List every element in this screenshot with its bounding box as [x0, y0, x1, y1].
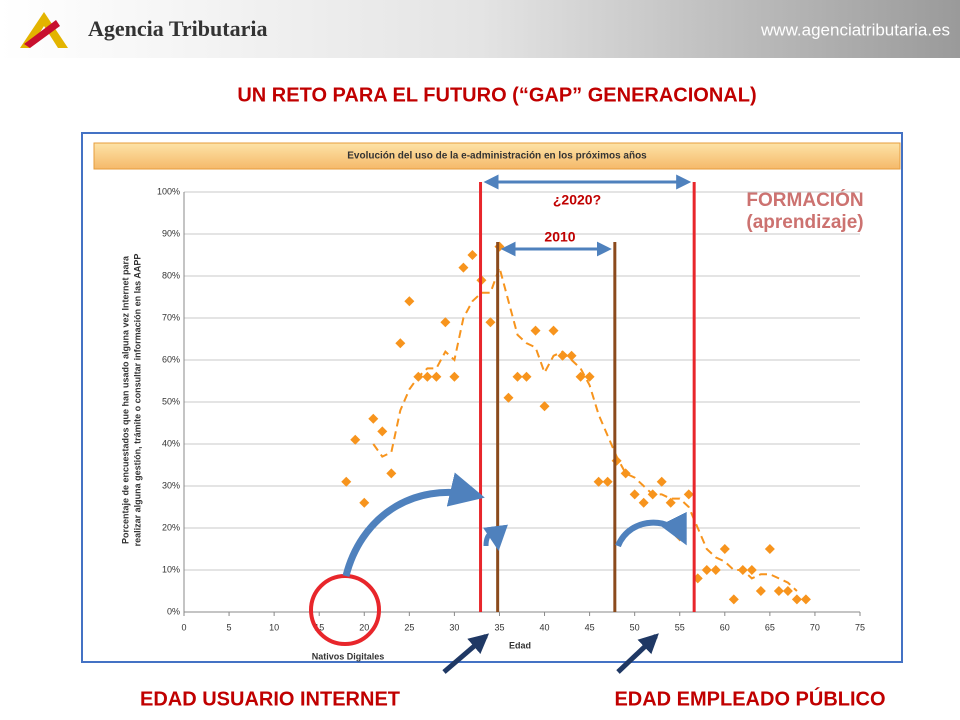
point	[395, 338, 406, 349]
point	[656, 476, 667, 487]
y-tick-label: 40%	[162, 438, 180, 448]
x-tick-label: 70	[810, 622, 820, 632]
y-axis-label: Porcentaje de encuestados que han usado …	[120, 255, 130, 544]
point	[584, 371, 595, 382]
x-tick-label: 30	[449, 622, 459, 632]
point	[539, 401, 550, 412]
x-tick-label: 75	[855, 622, 865, 632]
y-tick-label: 70%	[162, 312, 180, 322]
point	[341, 476, 352, 487]
point	[467, 250, 478, 260]
x-tick-label: 35	[494, 622, 504, 632]
point	[530, 325, 541, 336]
point	[710, 565, 721, 575]
curved-arrow	[483, 524, 508, 551]
chart-title: Evolución del uso de la e-administración…	[347, 151, 647, 162]
chart-title-box	[93, 142, 901, 170]
point	[485, 317, 496, 328]
x-tick-label: 25	[404, 622, 414, 632]
slide-title: UN RETO PARA EL FUTURO (“GAP” GENERACION…	[237, 84, 756, 106]
plot: 0% 10% 20% 30% 40% 50% 60% 70% 80% 90% 100% 0 5 10 15 2…	[157, 174, 865, 632]
point	[629, 489, 640, 500]
annotation: (aprendizaje)	[746, 212, 863, 233]
point	[728, 594, 739, 605]
point	[800, 594, 811, 605]
point	[782, 586, 793, 596]
y-axis-label: realizar alguna gestión, trámite o consu…	[132, 254, 142, 547]
point	[548, 325, 559, 336]
point	[593, 476, 604, 487]
point	[368, 413, 379, 424]
annotation: FORMACIÓN	[746, 189, 863, 211]
y-tick-label: 60%	[162, 354, 180, 364]
point	[746, 565, 757, 575]
point	[386, 468, 397, 479]
point	[512, 371, 523, 382]
pointer-arrow	[616, 633, 659, 674]
point	[773, 586, 784, 596]
point	[521, 371, 532, 382]
point	[665, 497, 676, 508]
point	[683, 489, 694, 500]
point	[404, 296, 415, 307]
url: www.agenciatributaria.es	[760, 20, 950, 39]
annotation: 2010	[544, 229, 575, 245]
x-tick-label: 0	[181, 622, 186, 632]
point	[764, 544, 775, 554]
point	[755, 586, 766, 596]
x-tick-label: 50	[630, 622, 640, 632]
y-tick-label: 20%	[162, 522, 180, 532]
caption: EDAD EMPLEADO PÚBLICO	[614, 686, 885, 710]
y-tick-label: 90%	[162, 228, 180, 238]
point	[503, 392, 514, 403]
point	[701, 565, 712, 575]
point	[440, 317, 451, 328]
trend-line	[372, 264, 798, 592]
point	[638, 497, 649, 508]
point	[458, 262, 469, 273]
x-tick-label: 45	[585, 622, 595, 632]
x-tick-label: 5	[227, 622, 232, 632]
x-tick-label: 40	[540, 622, 550, 632]
y-tick-label: 30%	[162, 480, 180, 490]
x-tick-label: 10	[269, 622, 279, 632]
point	[620, 468, 631, 479]
x-tick-label: 20	[359, 622, 369, 632]
annotation: ¿2020?	[553, 192, 601, 208]
header-bar	[0, 0, 960, 58]
caption: EDAD USUARIO INTERNET	[140, 688, 400, 710]
point	[377, 426, 388, 437]
x-axis-label: Edad	[509, 640, 531, 650]
point	[350, 434, 361, 445]
x-tick-label: 55	[675, 622, 685, 632]
y-tick-label: 100%	[157, 186, 180, 196]
point	[719, 544, 730, 554]
point	[566, 350, 577, 361]
point	[602, 476, 613, 487]
pointer-arrow	[442, 633, 490, 674]
y-tick-label: 50%	[162, 396, 180, 406]
x-tick-label: 60	[720, 622, 730, 632]
point	[431, 371, 442, 382]
highlight-circle	[309, 574, 381, 646]
curved-arrow	[342, 472, 485, 577]
point	[449, 371, 460, 382]
annotation: Nativos Digitales	[312, 651, 385, 661]
point	[359, 497, 370, 508]
logo	[20, 12, 68, 48]
x-tick-label: 65	[765, 622, 775, 632]
point	[422, 371, 433, 382]
x-tick-label: 15	[314, 622, 324, 632]
y-tick-label: 0%	[167, 606, 180, 616]
brand: Agencia Tributaria	[88, 16, 267, 41]
y-tick-label: 80%	[162, 270, 180, 280]
point	[791, 594, 802, 605]
curved-arrow	[615, 511, 687, 548]
y-tick-label: 10%	[162, 564, 180, 574]
